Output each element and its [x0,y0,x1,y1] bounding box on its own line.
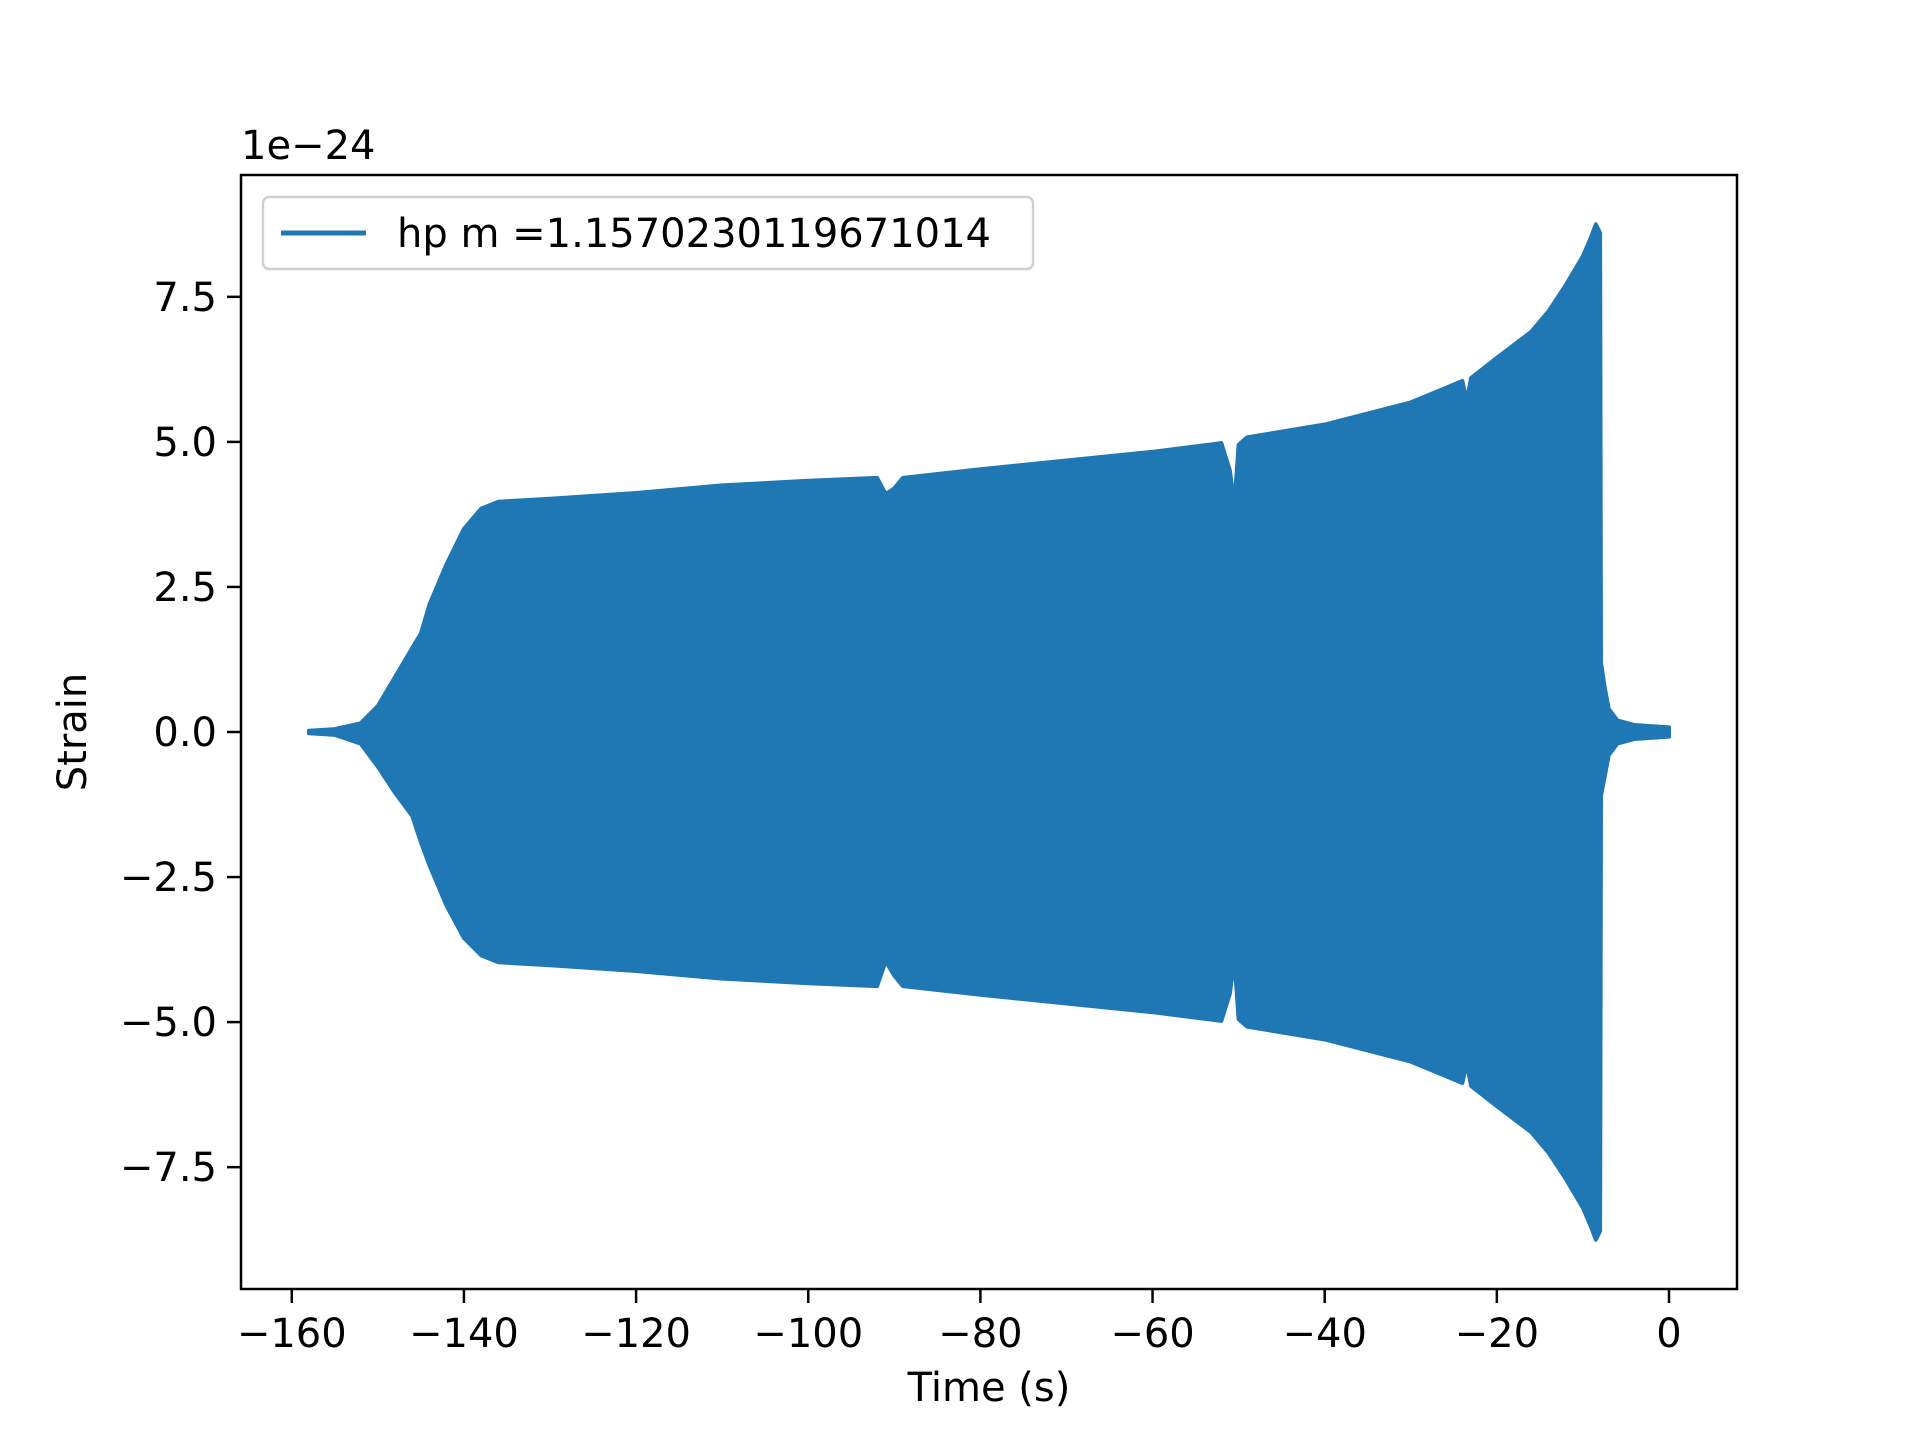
legend: hp m =1.1570230119671014 [261,195,1035,271]
x-tick-label: −140 [409,1311,519,1357]
x-tick-label: −60 [1110,1311,1194,1357]
y-tick-label: −7.5 [120,1145,217,1191]
series-waveform-0 [307,222,1671,1242]
plot-area [307,222,1671,1242]
x-tick-label: −120 [581,1311,691,1357]
y-axis-label: Strain [50,673,96,792]
x-tick-label: −100 [753,1311,863,1357]
x-axis: −160 −140 −120 −100 −80 −60 −40 −20 0 [237,1289,1682,1357]
y-offset-text: 1e−24 [241,123,375,169]
y-tick-label: 2.5 [153,565,217,611]
y-tick-label: 0.0 [153,710,217,756]
x-tick-label: −40 [1282,1311,1366,1357]
x-axis-label: Time (s) [907,1365,1071,1411]
y-tick-label: 5.0 [153,420,217,466]
x-tick-label: −20 [1455,1311,1539,1357]
legend-label: hp m =1.1570230119671014 [397,211,991,257]
x-tick-label: −160 [237,1311,347,1357]
x-tick-label: 0 [1656,1311,1681,1357]
y-tick-label: 7.5 [153,275,217,321]
y-tick-label: −5.0 [120,1000,217,1046]
y-axis: −7.5 −5.0 −2.5 0.0 2.5 5.0 7.5 [120,275,241,1191]
x-tick-label: −80 [938,1311,1022,1357]
legend-box [261,195,1035,271]
y-tick-label: −2.5 [120,855,217,901]
